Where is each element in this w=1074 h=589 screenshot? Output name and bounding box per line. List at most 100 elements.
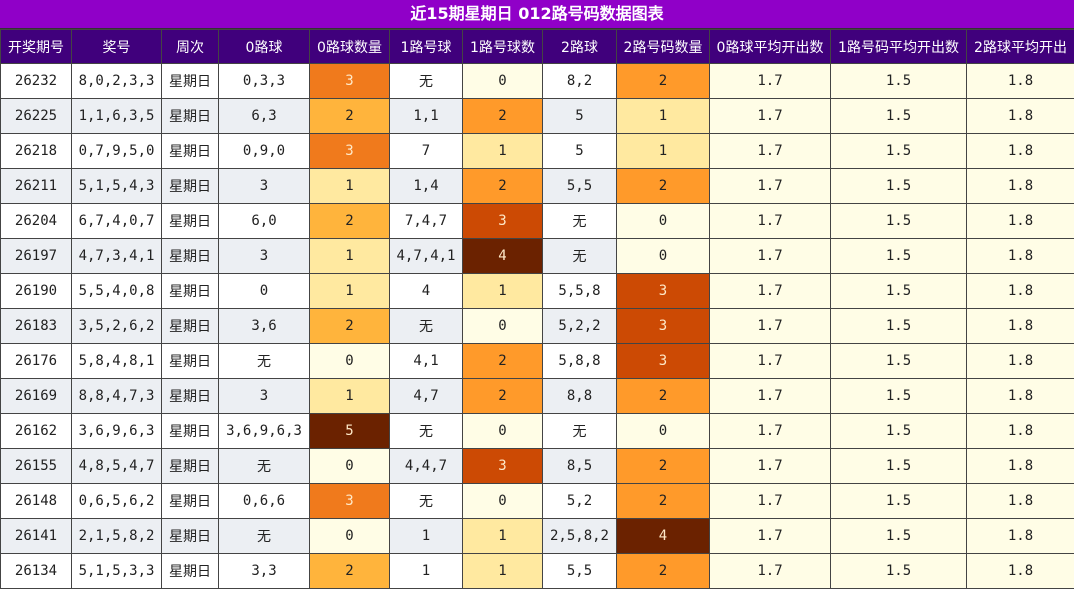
cell-period: 26169 (1, 379, 72, 414)
cell-period: 26148 (1, 484, 72, 519)
cell-route1-avg: 1.5 (831, 309, 967, 344)
cell-route2-avg: 1.8 (967, 344, 1074, 379)
cell-route0-avg: 1.7 (710, 134, 831, 169)
cell-numbers: 5,5,4,0,8 (72, 274, 162, 309)
cell-route1-count: 1 (463, 554, 543, 589)
cell-route2-balls: 5 (543, 134, 617, 169)
cell-route2-count: 2 (617, 169, 710, 204)
cell-weekday: 星期日 (162, 484, 219, 519)
header-route1-avg: 1路号码平均开出数 (831, 30, 967, 64)
cell-route0-count: 1 (310, 239, 390, 274)
cell-period: 26211 (1, 169, 72, 204)
cell-route0-balls: 6,3 (219, 99, 310, 134)
cell-route0-balls: 6,0 (219, 204, 310, 239)
cell-numbers: 3,6,9,6,3 (72, 414, 162, 449)
cell-route0-avg: 1.7 (710, 239, 831, 274)
cell-route1-count: 0 (463, 64, 543, 99)
cell-route1-count: 1 (463, 274, 543, 309)
cell-route0-count: 2 (310, 99, 390, 134)
cell-route0-avg: 1.7 (710, 519, 831, 554)
cell-route2-balls: 5,2 (543, 484, 617, 519)
cell-route0-count: 1 (310, 274, 390, 309)
header-route0-count: 0路球数量 (310, 30, 390, 64)
header-route2-avg: 2路球平均开出 (967, 30, 1074, 64)
cell-numbers: 0,6,5,6,2 (72, 484, 162, 519)
cell-route1-count: 2 (463, 169, 543, 204)
cell-period: 26183 (1, 309, 72, 344)
cell-route1-count: 4 (463, 239, 543, 274)
cell-route0-count: 2 (310, 309, 390, 344)
cell-route2-count: 0 (617, 414, 710, 449)
cell-route2-avg: 1.8 (967, 449, 1074, 484)
cell-route1-avg: 1.5 (831, 169, 967, 204)
cell-route1-avg: 1.5 (831, 134, 967, 169)
cell-weekday: 星期日 (162, 309, 219, 344)
cell-route1-count: 2 (463, 379, 543, 414)
header-route1-balls: 1路号球 (390, 30, 463, 64)
cell-numbers: 5,1,5,3,3 (72, 554, 162, 589)
cell-route0-count: 2 (310, 554, 390, 589)
cell-route2-avg: 1.8 (967, 239, 1074, 274)
cell-route0-balls: 0,9,0 (219, 134, 310, 169)
cell-period: 26162 (1, 414, 72, 449)
cell-route0-avg: 1.7 (710, 309, 831, 344)
cell-route1-avg: 1.5 (831, 99, 967, 134)
cell-route1-balls: 1,4 (390, 169, 463, 204)
cell-route0-avg: 1.7 (710, 64, 831, 99)
cell-period: 26141 (1, 519, 72, 554)
cell-route2-count: 2 (617, 554, 710, 589)
cell-route2-balls: 2,5,8,2 (543, 519, 617, 554)
cell-route1-avg: 1.5 (831, 519, 967, 554)
cell-route2-balls: 无 (543, 204, 617, 239)
cell-route2-balls: 无 (543, 414, 617, 449)
cell-numbers: 8,8,4,7,3 (72, 379, 162, 414)
cell-route1-count: 0 (463, 484, 543, 519)
cell-numbers: 5,1,5,4,3 (72, 169, 162, 204)
cell-route2-balls: 5 (543, 99, 617, 134)
cell-route0-avg: 1.7 (710, 379, 831, 414)
cell-route2-avg: 1.8 (967, 204, 1074, 239)
cell-route2-count: 2 (617, 64, 710, 99)
cell-weekday: 星期日 (162, 204, 219, 239)
cell-route1-avg: 1.5 (831, 64, 967, 99)
cell-period: 26225 (1, 99, 72, 134)
cell-route2-avg: 1.8 (967, 484, 1074, 519)
cell-route0-avg: 1.7 (710, 274, 831, 309)
cell-route0-count: 3 (310, 64, 390, 99)
header-weekday: 周次 (162, 30, 219, 64)
cell-route2-count: 3 (617, 344, 710, 379)
cell-route2-avg: 1.8 (967, 134, 1074, 169)
header-route1-count: 1路号球数 (463, 30, 543, 64)
cell-route1-avg: 1.5 (831, 449, 967, 484)
cell-route1-balls: 7,4,7 (390, 204, 463, 239)
cell-period: 26176 (1, 344, 72, 379)
cell-route1-count: 1 (463, 519, 543, 554)
cell-route2-count: 2 (617, 379, 710, 414)
cell-route0-balls: 3,6 (219, 309, 310, 344)
cell-route2-avg: 1.8 (967, 519, 1074, 554)
cell-route0-avg: 1.7 (710, 169, 831, 204)
cell-route2-balls: 8,8 (543, 379, 617, 414)
cell-route0-count: 0 (310, 344, 390, 379)
cell-route1-avg: 1.5 (831, 344, 967, 379)
cell-route0-count: 5 (310, 414, 390, 449)
cell-route2-count: 1 (617, 134, 710, 169)
cell-route0-count: 1 (310, 169, 390, 204)
cell-route0-count: 0 (310, 449, 390, 484)
cell-route0-count: 0 (310, 519, 390, 554)
cell-route2-count: 2 (617, 484, 710, 519)
cell-weekday: 星期日 (162, 169, 219, 204)
cell-numbers: 1,1,6,3,5 (72, 99, 162, 134)
cell-weekday: 星期日 (162, 554, 219, 589)
cell-route2-count: 3 (617, 309, 710, 344)
cell-route0-avg: 1.7 (710, 414, 831, 449)
cell-route0-count: 3 (310, 134, 390, 169)
cell-route2-balls: 无 (543, 239, 617, 274)
chart-title: 近15期星期日 012路号码数据图表 (0, 0, 1074, 29)
